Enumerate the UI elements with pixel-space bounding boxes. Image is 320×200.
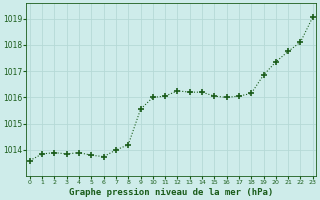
X-axis label: Graphe pression niveau de la mer (hPa): Graphe pression niveau de la mer (hPa) (69, 188, 273, 197)
